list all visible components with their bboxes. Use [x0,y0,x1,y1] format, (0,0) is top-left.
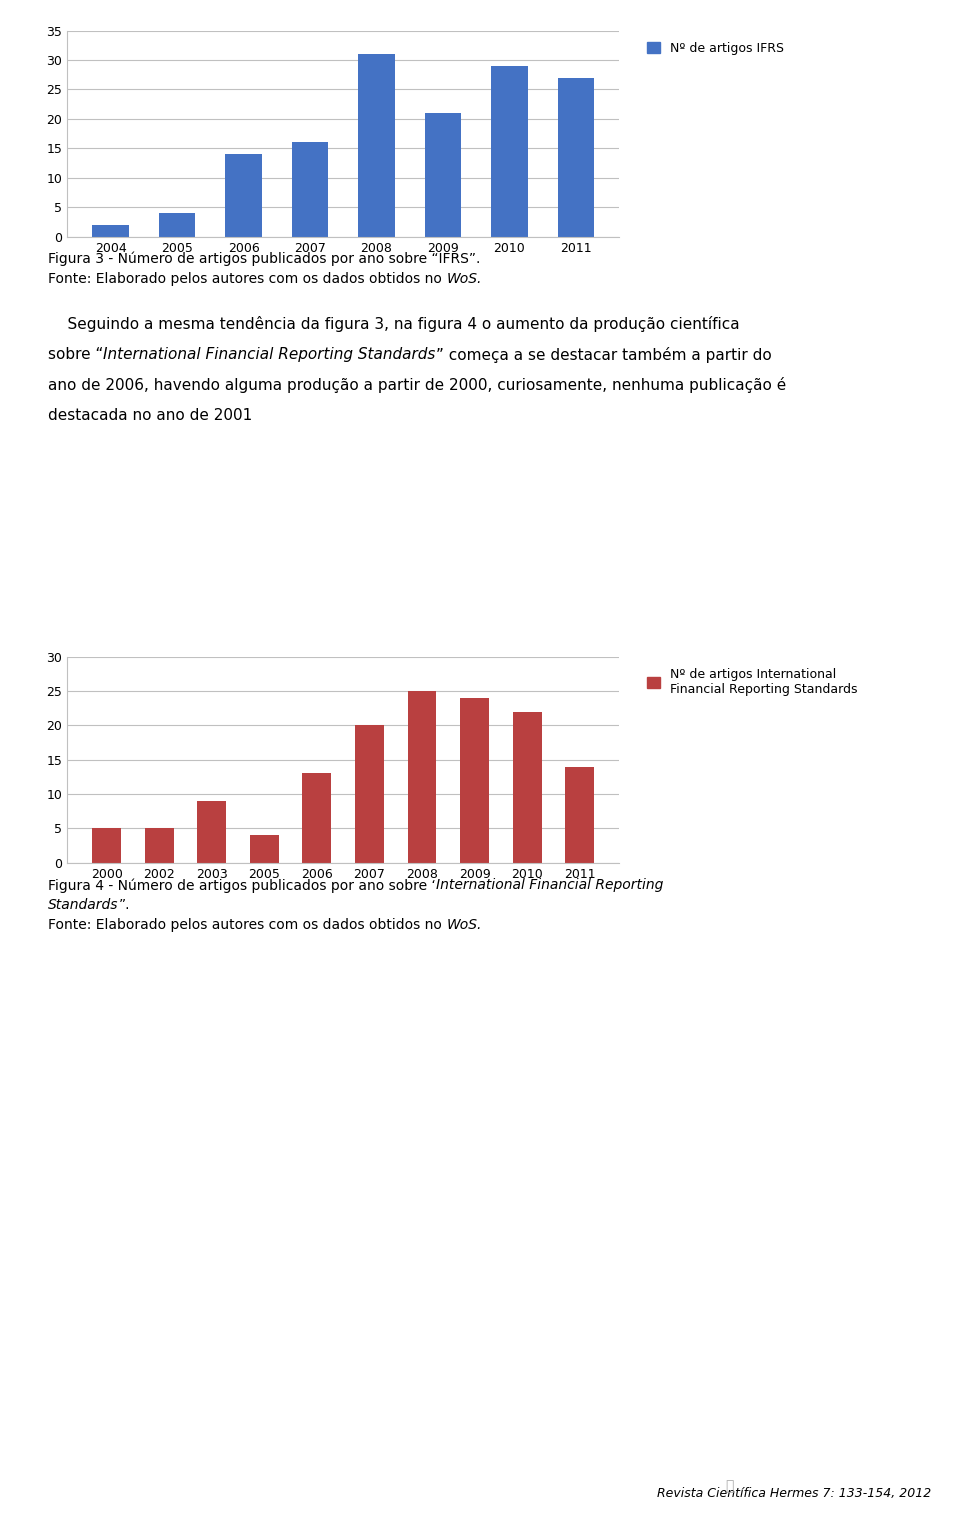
Text: destacada no ano de 2001: destacada no ano de 2001 [48,408,252,423]
Text: ano de 2006, havendo alguma produção a partir de 2000, curiosamente, nenhuma pub: ano de 2006, havendo alguma produção a p… [48,377,786,392]
Bar [558,78,594,237]
Bar [492,66,528,237]
Bar [355,725,384,863]
Legend: Nº de artigos International
Financial Reporting Standards: Nº de artigos International Financial Re… [642,663,862,701]
Text: Standards: Standards [48,898,118,912]
Text: WoS.: WoS. [446,272,482,286]
Text: sobre “: sobre “ [48,347,104,362]
Text: ”.: ”. [118,898,130,912]
Text: 🐦: 🐦 [726,1480,733,1493]
Bar [408,690,437,863]
Text: International Financial Reporting Standards: International Financial Reporting Standa… [104,347,436,362]
Bar [565,767,594,863]
Bar [158,214,195,237]
Text: Fonte: Elaborado pelos autores com os dados obtidos no: Fonte: Elaborado pelos autores com os da… [48,272,446,286]
Text: ” começa a se destacar também a partir do: ” começa a se destacar também a partir d… [436,347,772,362]
Text: Figura 3 - Número de artigos publicados por ano sobre “IFRS”.: Figura 3 - Número de artigos publicados … [48,252,480,266]
Bar [92,224,129,237]
Text: Fonte: Elaborado pelos autores com os dados obtidos no: Fonte: Elaborado pelos autores com os da… [48,918,446,931]
Bar [92,828,121,863]
Text: Figura 4 - Número de artigos publicados por ano sobre ‘: Figura 4 - Número de artigos publicados … [48,878,436,892]
Legend: Nº de artigos IFRS: Nº de artigos IFRS [642,37,788,60]
Text: Seguindo a mesma tendência da figura 3, na figura 4 o aumento da produção cientí: Seguindo a mesma tendência da figura 3, … [48,316,739,331]
Bar [292,142,328,237]
Bar [513,712,541,863]
Bar [460,698,489,863]
Text: WoS.: WoS. [446,918,482,931]
Bar [302,773,331,863]
Bar [250,835,278,863]
Text: International Financial Reporting: International Financial Reporting [436,878,663,892]
Bar [145,828,174,863]
Bar [424,113,461,237]
Bar [358,53,395,237]
Text: Revista Científica Hermes 7: 133-154, 2012: Revista Científica Hermes 7: 133-154, 20… [657,1486,931,1500]
Bar [198,800,227,863]
Bar [226,154,262,237]
